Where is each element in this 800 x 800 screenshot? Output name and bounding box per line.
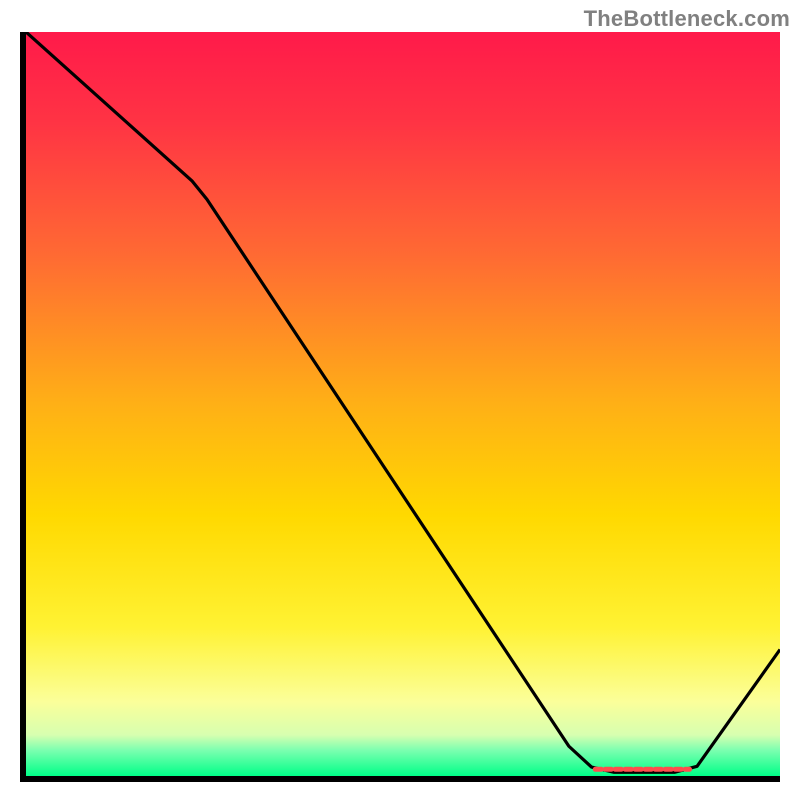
bottleneck-curve [26,32,780,772]
plot-frame [20,32,780,782]
chart-canvas: TheBottleneck.com [0,0,800,800]
plot-overlay [26,32,780,776]
watermark-text: TheBottleneck.com [584,6,790,32]
